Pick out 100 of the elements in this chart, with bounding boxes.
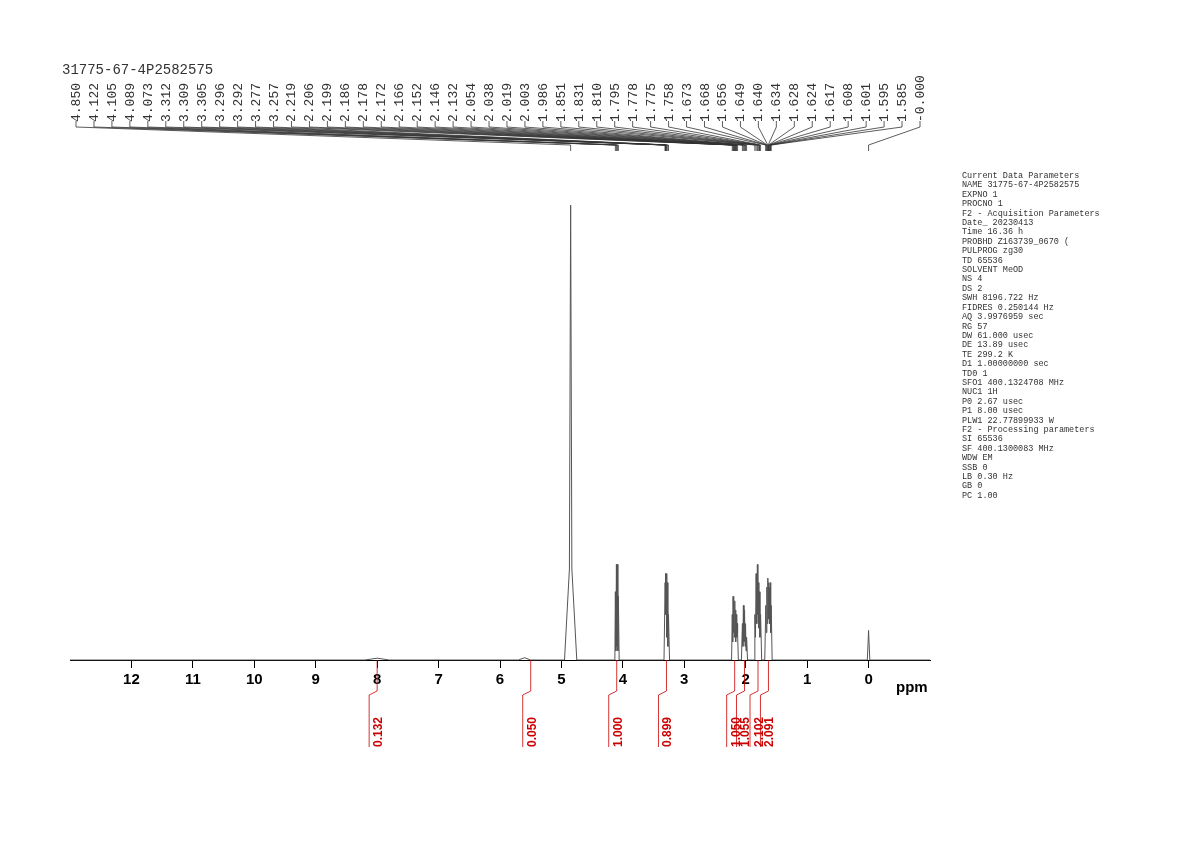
- text: SWH 8196.722 Hz: [962, 293, 1040, 304]
- text: PC 1.00: [962, 490, 999, 502]
- annotation: 2.054: [464, 82, 480, 122]
- annotation: 1.000: [610, 716, 625, 747]
- text: AQ 3.9976959 sec: [962, 312, 1045, 323]
- annotation: 4.122: [86, 82, 102, 122]
- annotation: 2.166: [392, 82, 408, 122]
- annotation: 3.312: [158, 82, 174, 122]
- annotation: 2.186: [338, 82, 354, 122]
- annotation: 4.073: [140, 82, 156, 122]
- text: TE 299.2 K: [962, 349, 1014, 360]
- text: DW 61.000 usec: [962, 330, 1035, 341]
- text: EXPNO 1: [962, 189, 999, 200]
- text: DS 2: [962, 283, 984, 294]
- annotation: 1.986: [535, 82, 551, 122]
- annotation: 2.019: [499, 82, 515, 122]
- annotation: 2.199: [320, 82, 336, 122]
- annotation: 1.656: [715, 82, 731, 122]
- text: F2 - Acquisition Parameters: [962, 208, 1100, 219]
- text: P0 2.67 usec: [962, 396, 1025, 407]
- annotation: 4.850: [69, 82, 84, 122]
- text: SFO1 400.1324708 MHz: [962, 377, 1066, 388]
- annotation: 1.585: [895, 82, 911, 122]
- x-tick-label: 10: [245, 670, 263, 688]
- x-tick-label: 5: [557, 670, 566, 688]
- text: P1 8.00 usec: [962, 406, 1025, 417]
- annotation: 2.146: [428, 82, 444, 122]
- text: GB 0: [962, 481, 984, 492]
- annotation: 1.634: [769, 82, 785, 122]
- text: Time 16.36 h: [962, 227, 1025, 238]
- annotation: 1.668: [697, 82, 713, 122]
- annotation: 2.038: [482, 82, 498, 122]
- annotation: 1.775: [643, 82, 659, 122]
- text: NS 4: [962, 274, 984, 285]
- annotation: 2.003: [517, 82, 533, 122]
- text: LB 0.30 Hz: [962, 472, 1014, 482]
- annotation: 2.172: [374, 82, 390, 122]
- text: SI 65536: [962, 434, 1004, 445]
- annotation: 1.624: [805, 82, 821, 122]
- annotation: 2.132: [446, 82, 462, 122]
- text: NUC1 1H: [962, 387, 999, 398]
- annotation: 1.640: [751, 82, 767, 122]
- x-tick-label: 6: [495, 670, 505, 688]
- x-tick-label: 8: [372, 670, 382, 688]
- annotation: 2.219: [284, 82, 300, 122]
- text: SF 400.1300083 MHz: [962, 443, 1055, 454]
- annotation: 2.206: [302, 82, 318, 122]
- annotation: 1.649: [733, 82, 749, 122]
- chart-title: 31775-67-4P2582575: [62, 62, 214, 78]
- x-tick-label: 3: [680, 670, 689, 688]
- annotation: 0.132: [371, 716, 386, 747]
- annotation: 0.050: [524, 716, 539, 747]
- x-tick-label: 4: [618, 670, 628, 688]
- annotation: 1.831: [571, 82, 587, 122]
- annotation: 3.292: [230, 82, 246, 122]
- annotation: 4.105: [104, 82, 120, 122]
- text: F2 - Processing parameters: [962, 424, 1096, 435]
- x-tick-label: 12: [123, 670, 140, 688]
- annotation: 1.608: [841, 82, 857, 122]
- text: TD 65536: [962, 255, 1004, 266]
- annotation: 2.152: [410, 82, 426, 122]
- annotation: 1.628: [787, 82, 803, 122]
- text: WDW EM: [962, 453, 994, 464]
- annotation: 3.296: [212, 82, 228, 122]
- annotation: 1.758: [661, 82, 677, 122]
- annotation: 2.178: [356, 82, 372, 122]
- annotation: 3.305: [194, 82, 210, 122]
- annotation: 1.055: [738, 716, 753, 747]
- text: PROBHD Z163739_0670 (: [962, 236, 1071, 247]
- x-tick-label: 1: [802, 670, 812, 688]
- text: SOLVENT MeOD: [962, 265, 1025, 276]
- annotation: 1.778: [625, 82, 641, 122]
- x-tick-label: 0: [864, 670, 873, 688]
- annotation: 1.673: [679, 82, 695, 122]
- annotation: 3.277: [248, 82, 264, 122]
- annotation: 3.309: [176, 82, 192, 122]
- annotation: 1.810: [589, 82, 605, 122]
- text: NAME 31775-67-4P2582575: [962, 180, 1081, 191]
- text: D1 1.00000000 sec: [962, 359, 1050, 370]
- annotation: 1.595: [877, 82, 893, 122]
- text: RG 57: [962, 321, 989, 332]
- annotation: 1.617: [823, 82, 839, 122]
- annotation: 3.257: [266, 82, 282, 122]
- text: PLW1 22.77899933 W: [962, 415, 1055, 426]
- x-tick-label: 9: [311, 670, 320, 688]
- annotation: 1.795: [607, 82, 623, 122]
- annotation: 0.899: [660, 716, 675, 747]
- text: PULPROG zg30: [962, 246, 1025, 257]
- annotation: 1.601: [859, 82, 875, 122]
- text: TD0 1: [962, 368, 989, 379]
- annotation: 4.089: [122, 82, 138, 122]
- text: PROCNO 1: [962, 199, 1003, 210]
- text: FIDRES 0.250144 Hz: [962, 302, 1055, 313]
- x-axis-title: ppm: [896, 678, 928, 695]
- annotation: 1.851: [553, 82, 569, 122]
- text: Current Data Parameters: [962, 171, 1081, 181]
- text: DE 13.89 usec: [962, 340, 1030, 351]
- x-tick-label: 7: [434, 670, 443, 688]
- x-tick-label: 11: [184, 670, 201, 688]
- annotation: -0.000: [913, 75, 928, 122]
